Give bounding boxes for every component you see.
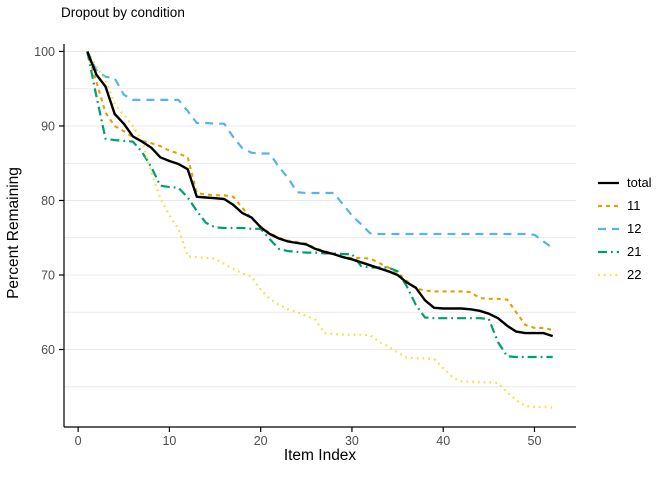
- legend-item-12: 12: [598, 217, 652, 240]
- series-line-total: [86, 51, 554, 338]
- y-tick-label: 80: [41, 194, 55, 208]
- y-tick-label: 100: [34, 45, 55, 59]
- x-tick-label: 10: [162, 434, 176, 448]
- legend-key-21: [598, 250, 619, 253]
- legend-item-11: 11: [598, 194, 652, 217]
- x-tick-label: 20: [254, 434, 268, 448]
- legend-label: total: [627, 175, 652, 190]
- y-tick-label: 90: [41, 119, 55, 133]
- x-tick-label: 40: [436, 434, 450, 448]
- series-line-22: [86, 50, 553, 409]
- legend-key-12: [598, 227, 619, 230]
- chart-title: Dropout by condition: [61, 5, 185, 20]
- legend-item-total: total: [598, 171, 652, 194]
- x-axis-title: Item Index: [283, 447, 357, 464]
- x-tick-label: 30: [345, 434, 359, 448]
- legend-item-21: 21: [598, 240, 652, 263]
- legend-item-22: 22: [598, 263, 652, 286]
- legend-key-11: [598, 204, 619, 207]
- legend: total 11 12 21 22: [598, 171, 652, 286]
- series-line-21: [86, 51, 553, 359]
- x-tick-label: 50: [528, 434, 542, 448]
- y-tick-label: 70: [41, 268, 55, 282]
- legend-label: 22: [627, 267, 642, 282]
- legend-key-total: [598, 181, 619, 184]
- legend-label: 11: [627, 198, 641, 213]
- legend-key-22: [598, 273, 619, 276]
- legend-label: 21: [627, 244, 642, 259]
- y-axis-title: Percent Remaining: [5, 167, 22, 299]
- legend-label: 12: [627, 221, 642, 236]
- y-tick-label: 60: [41, 343, 55, 357]
- x-tick-label: 0: [75, 434, 82, 448]
- series-line-12: [86, 51, 554, 250]
